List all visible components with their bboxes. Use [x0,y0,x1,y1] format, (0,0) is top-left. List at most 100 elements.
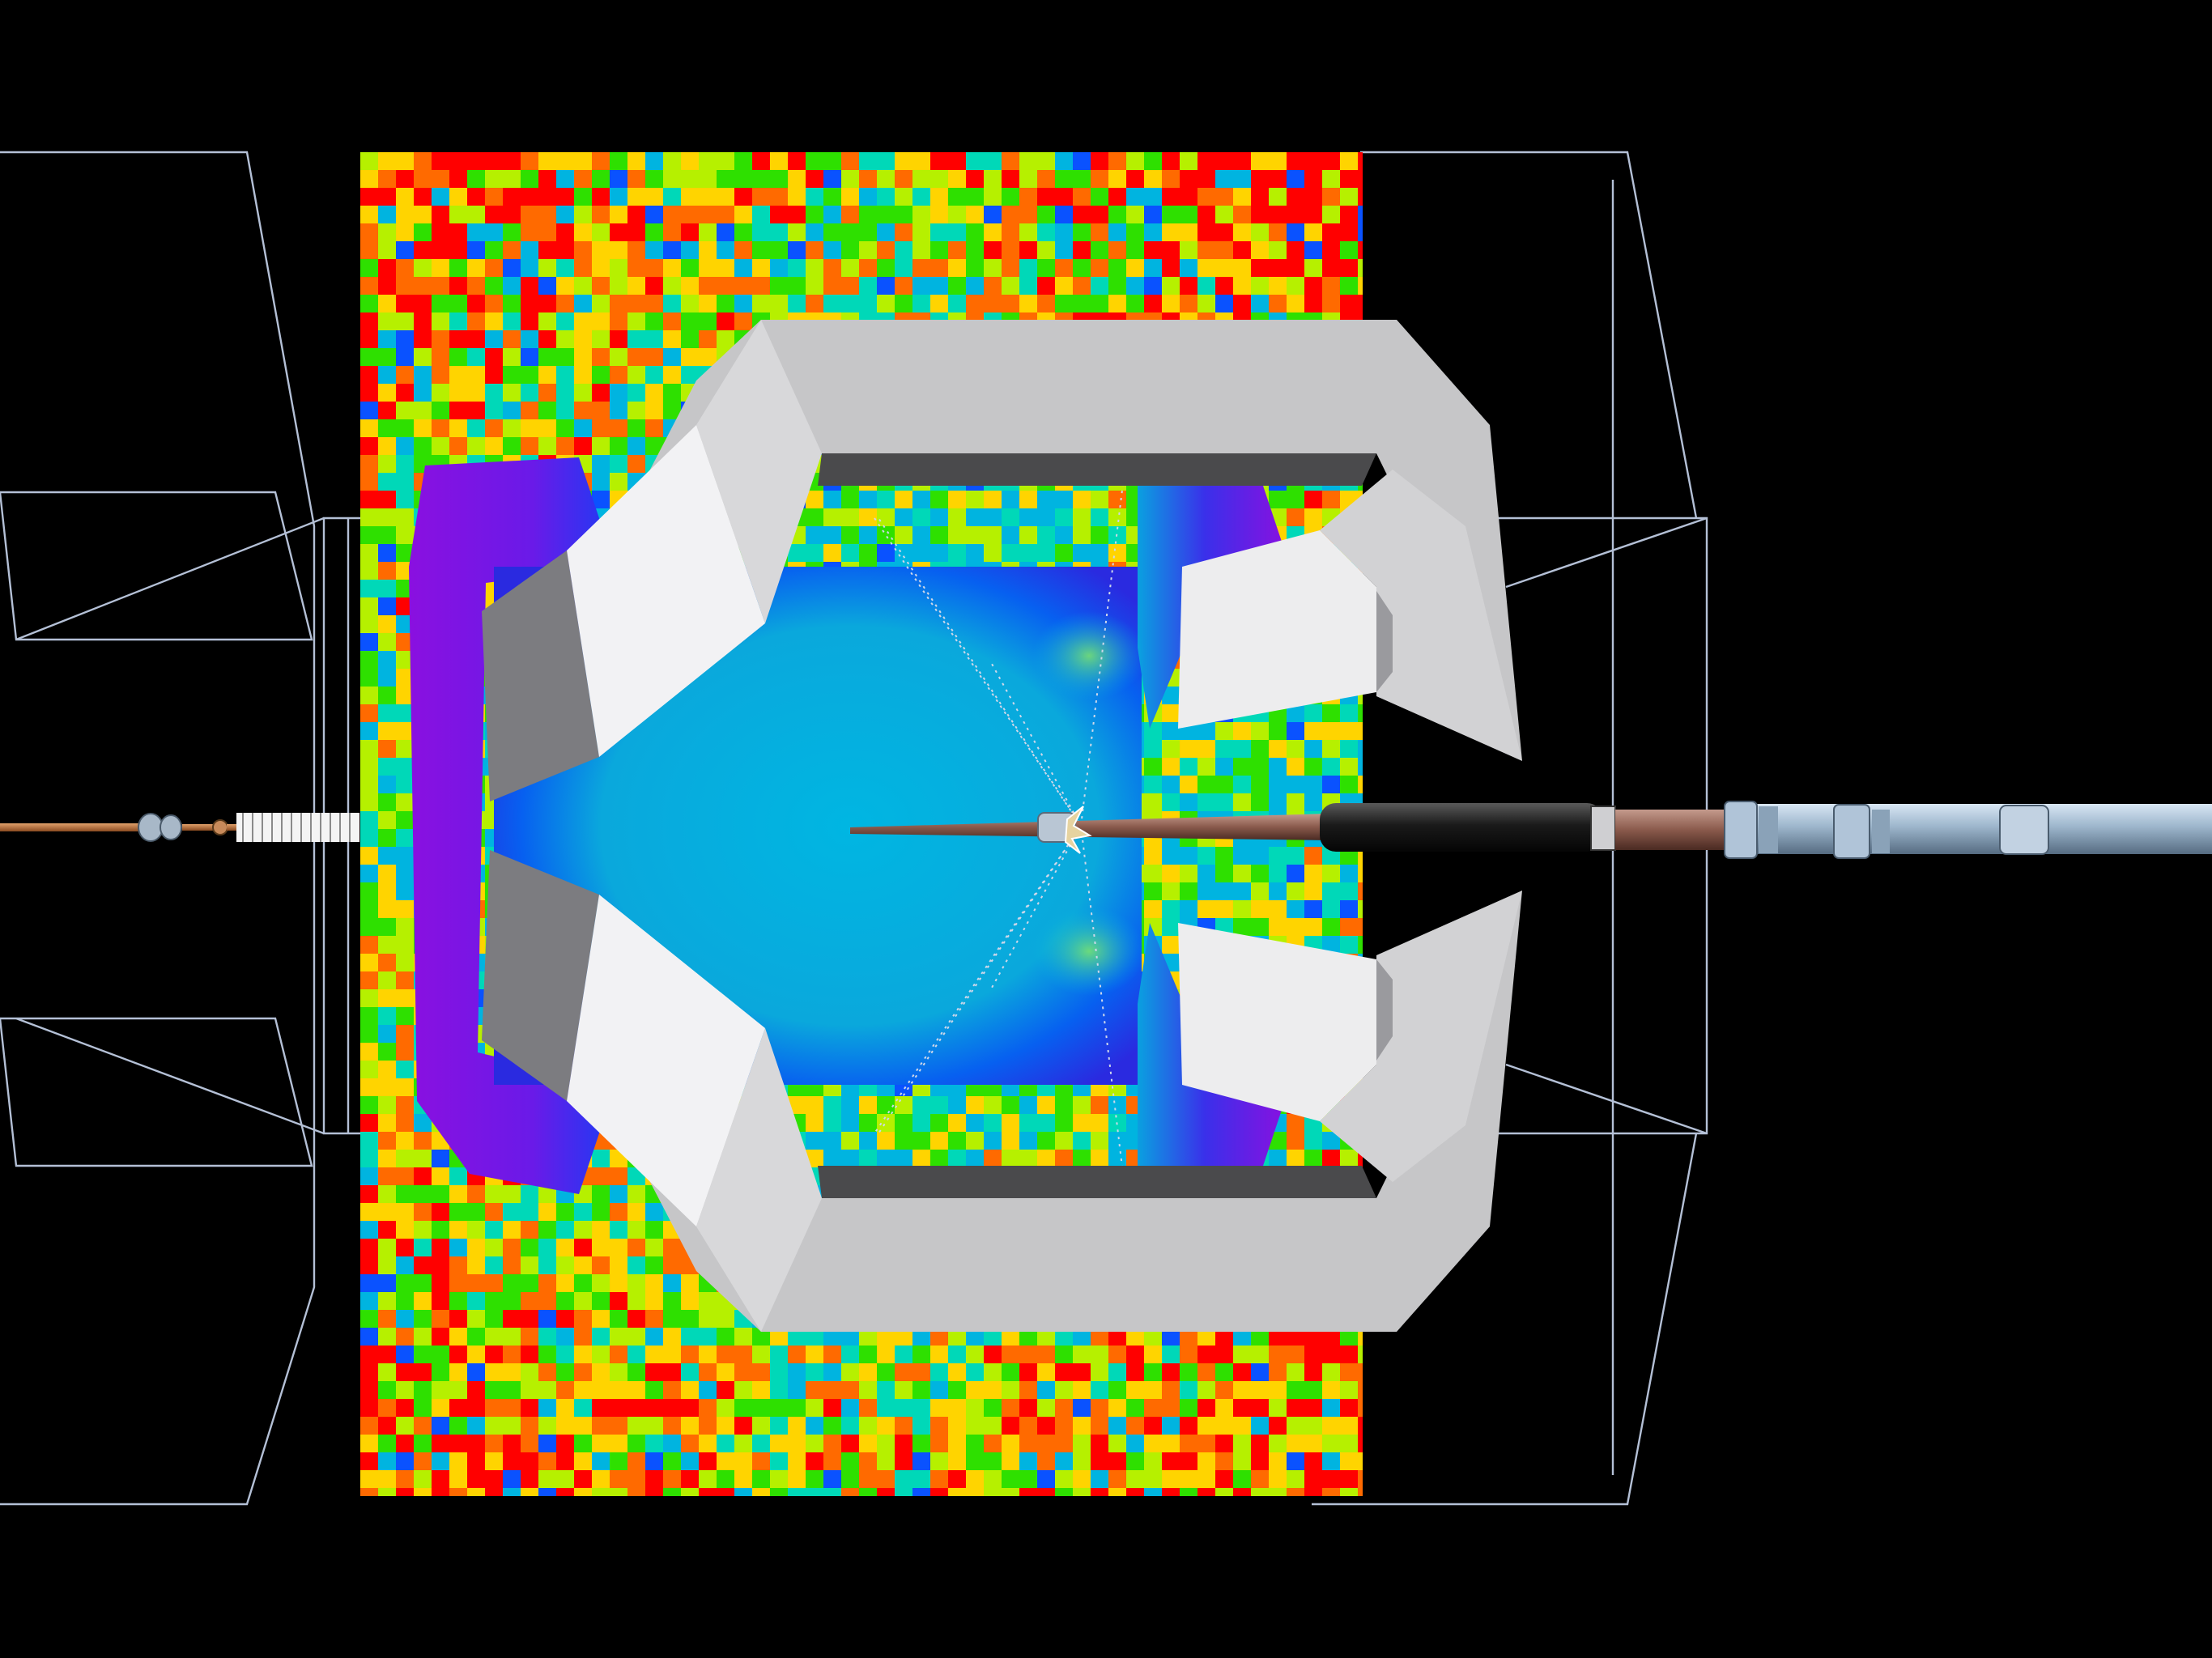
field-cell [717,1363,734,1381]
field-cell [1055,241,1073,259]
field-cell [1126,223,1144,241]
field-cell [948,1470,966,1488]
field-cell [823,1381,841,1399]
field-cell [503,1470,521,1488]
field-cell [1180,740,1197,758]
field-cell [574,384,592,402]
field-cell [645,1363,663,1381]
field-cell [521,170,538,188]
field-cell [1108,206,1126,223]
field-cell [574,348,592,366]
field-cell [396,1007,414,1025]
field-cell [360,384,378,402]
yoke-bottom-inner-shadow [818,1166,1376,1198]
field-cell [912,1150,930,1167]
field-cell [1180,1470,1197,1488]
field-cell [592,312,610,330]
field-cell [1287,847,1304,865]
field-cell [770,1470,788,1488]
field-cell [1233,1417,1251,1435]
field-cell [663,241,681,259]
field-cell [485,1292,503,1310]
field-cell [948,1150,966,1167]
field-cell [770,295,788,312]
field-cell [1002,1435,1019,1452]
field-cell [503,152,521,170]
field-cell [1144,900,1162,918]
field-cell [717,1381,734,1399]
feed-cable-icon [1320,801,2212,859]
field-cell [948,1488,966,1496]
field-cell [806,170,823,188]
field-cell [1287,206,1304,223]
field-cell [610,1452,627,1470]
field-cell [378,918,396,936]
field-cell [1215,259,1233,277]
field-cell [1108,508,1126,526]
field-cell [396,1061,414,1078]
field-cell [521,188,538,206]
field-cell [449,1292,467,1310]
field-cell [1091,1150,1108,1167]
field-cell [788,1417,806,1435]
field-cell [503,1274,521,1292]
field-cell [1233,776,1251,793]
field-cell [1162,1381,1180,1399]
field-cell [1304,776,1322,793]
field-cell [895,1452,912,1470]
field-cell [1055,277,1073,295]
field-cell [432,277,449,295]
field-cell [396,419,414,437]
field-cell [360,1114,378,1132]
field-cell [859,1452,877,1470]
field-cell [1233,740,1251,758]
field-cell [966,491,984,508]
field-cell [360,1167,378,1185]
field-cell [663,170,681,188]
field-cell [592,455,610,473]
field-cell [1144,1435,1162,1452]
field-cell [396,384,414,402]
field-cell [1037,491,1055,508]
field-cell [1162,1452,1180,1470]
field-cell [806,241,823,259]
field-cell [1037,1488,1055,1496]
field-cell [574,152,592,170]
field-cell [699,1488,717,1496]
field-cell [1358,259,1363,277]
field-cell [449,277,467,295]
field-cell [1037,1114,1055,1132]
field-cell [378,1488,396,1496]
field-cell [1073,1417,1091,1435]
field-cell [432,1488,449,1496]
field-cell [1358,865,1363,882]
field-cell [984,1132,1002,1150]
field-cell [948,241,966,259]
field-cell [432,384,449,402]
field-cell [645,1470,663,1488]
field-cell [1197,1435,1215,1452]
field-cell [556,223,574,241]
field-cell [841,170,859,188]
field-cell [1091,1488,1108,1496]
field-cell [467,1203,485,1221]
field-cell [360,1274,378,1292]
field-cell [627,1185,645,1203]
field-cell [1215,776,1233,793]
field-cell [859,1346,877,1363]
field-cell [699,1328,717,1346]
field-cell [1322,152,1340,170]
field-cell [1269,1132,1287,1150]
field-cell [1091,223,1108,241]
field-cell [610,437,627,455]
field-cell [503,384,521,402]
field-cell [823,223,841,241]
field-cell [521,312,538,330]
field-cell [1037,206,1055,223]
field-cell [503,1328,521,1346]
pole-right-top-face [1178,530,1376,729]
field-cell [717,312,734,330]
field-cell [521,1185,538,1203]
field-cell [717,1399,734,1417]
